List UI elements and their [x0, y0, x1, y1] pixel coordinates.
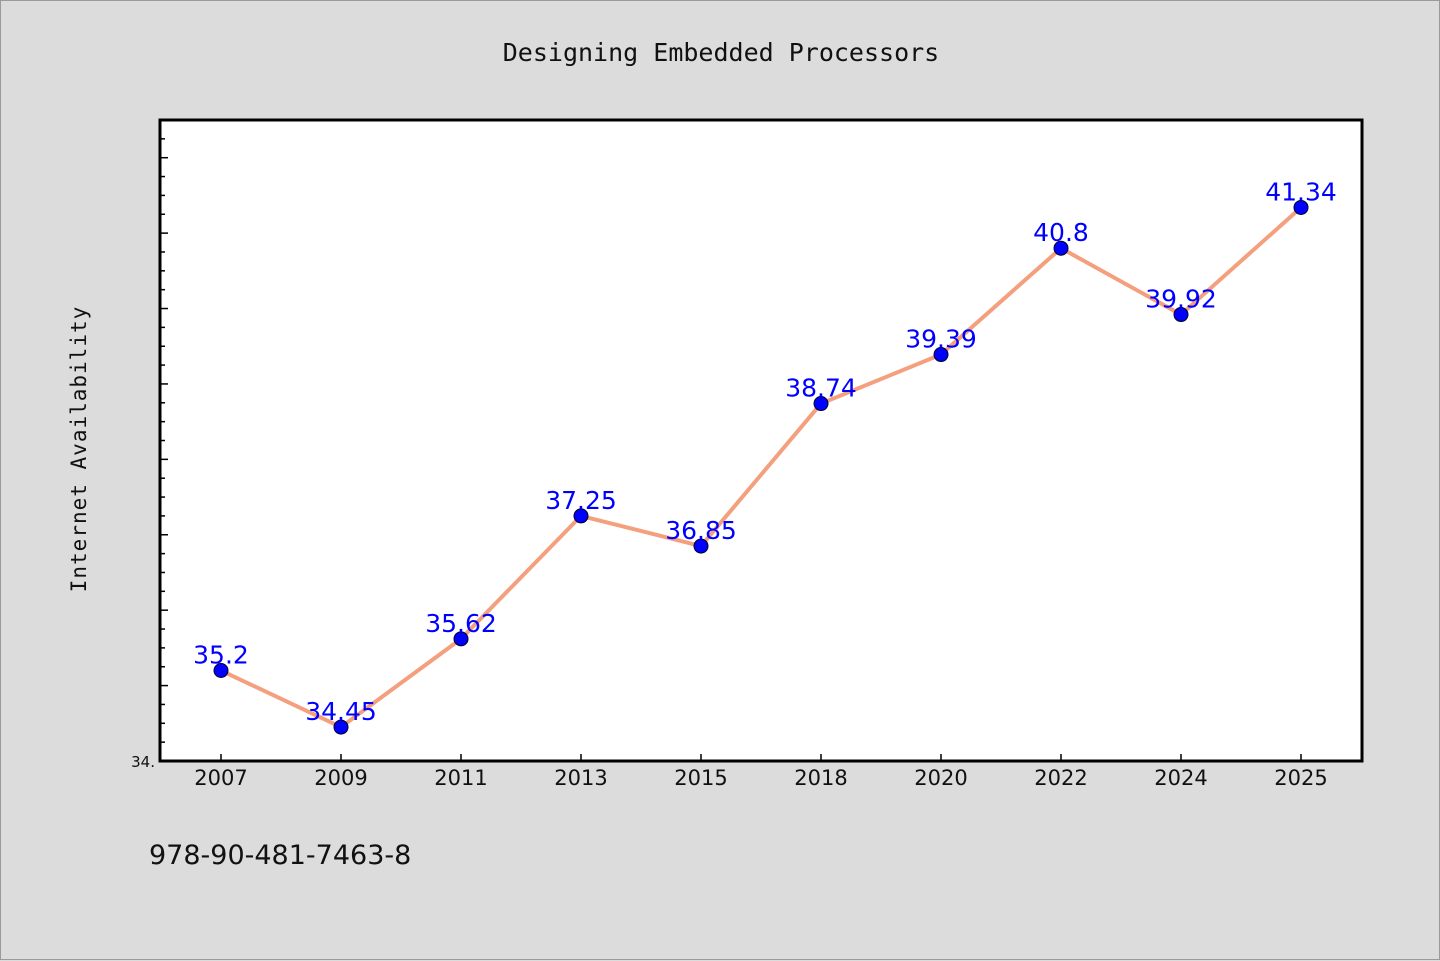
data-point — [1053, 240, 1069, 256]
series-line — [220, 205, 1303, 730]
x-tick-label: 2025 — [1274, 766, 1327, 790]
data-point — [333, 719, 349, 735]
x-tick-label: 2011 — [434, 766, 487, 790]
x-tick-label: 2020 — [914, 766, 967, 790]
data-point — [1293, 199, 1309, 215]
data-point — [453, 631, 469, 647]
data-point — [1173, 307, 1189, 323]
plot-area — [160, 120, 1362, 761]
data-point — [213, 663, 229, 679]
data-point — [813, 396, 829, 412]
data-label: 36.85 — [665, 516, 737, 545]
data-label: 35.2 — [193, 641, 249, 670]
data-label: 35.62 — [425, 609, 497, 638]
x-tick-label: 2015 — [674, 766, 727, 790]
x-axis-tick-labels: 2007 2009 2011 2013 2015 2018 2020 2022 2024 2025 — [194, 766, 1327, 790]
x-tick-label: 2022 — [1034, 766, 1087, 790]
data-label: 39.92 — [1145, 285, 1217, 314]
data-point — [693, 538, 709, 554]
x-tick-label: 2024 — [1154, 766, 1207, 790]
y-tick-label: 34. — [131, 753, 155, 771]
data-point — [933, 347, 949, 363]
data-label: 38.74 — [785, 374, 857, 403]
plot-frame — [158, 118, 1364, 763]
x-tick-label: 2013 — [554, 766, 607, 790]
data-labels: 35.2 34.45 35.62 37.25 36.85 38.74 39.39 40.8 39… — [193, 177, 1337, 726]
x-tick-label: 2009 — [314, 766, 367, 790]
data-label: 40.8 — [1033, 218, 1089, 247]
y-axis-label: Internet Availability — [67, 306, 91, 593]
data-label: 41.34 — [1265, 177, 1337, 206]
data-point — [573, 508, 589, 524]
chart-title: Designing Embedded Processors — [503, 38, 940, 67]
data-label: 39.39 — [905, 325, 977, 354]
isbn-footer: 978-90-481-7463-8 — [149, 840, 411, 871]
data-markers — [213, 199, 1309, 735]
x-tick-label: 2007 — [194, 766, 247, 790]
data-label: 34.45 — [305, 697, 377, 726]
x-tick-label: 2018 — [794, 766, 847, 790]
data-label: 37.25 — [545, 486, 617, 515]
